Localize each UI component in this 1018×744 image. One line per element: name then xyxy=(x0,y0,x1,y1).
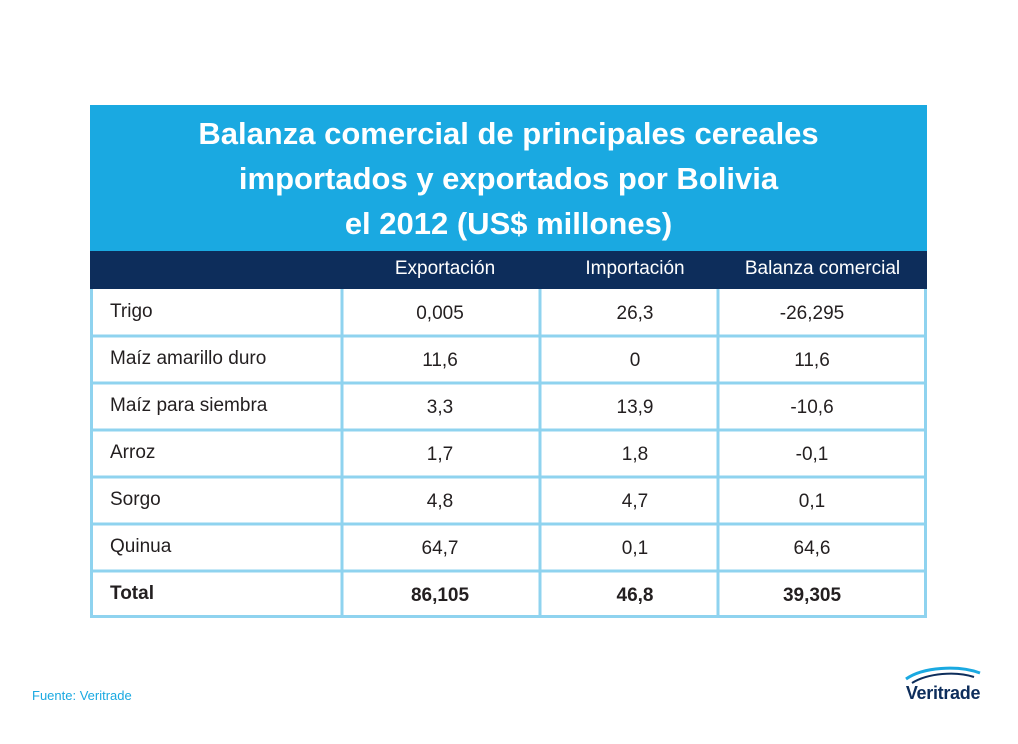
table-cell: 0 xyxy=(629,349,641,371)
row-label: Quinua xyxy=(110,535,172,557)
row-label: Maíz para siembra xyxy=(110,394,268,416)
table-cell: 0,1 xyxy=(798,490,826,512)
table-title: Balanza comercial de principales cereale… xyxy=(198,115,819,241)
data-table: Trigo 0,005 26,3 -26,295 Maíz amarillo duro 1… xyxy=(90,289,927,618)
column-header-importacion: Importación xyxy=(585,258,685,279)
veritrade-swoosh-icon xyxy=(905,666,981,684)
table-cell: 26,3 xyxy=(616,302,654,324)
logo-text: Veritrade xyxy=(905,683,981,703)
table-cell: 0,005 xyxy=(416,302,464,324)
table-cell: 1,8 xyxy=(621,443,649,465)
table-cell: 86,105 xyxy=(410,584,470,606)
table-cell: 11,6 xyxy=(794,349,830,371)
table-cell: 46,8 xyxy=(616,584,654,606)
table-cell: 64,7 xyxy=(421,537,459,559)
table-cell: 0,1 xyxy=(621,537,649,559)
table-cell: -10,6 xyxy=(790,396,834,418)
row-label: Trigo xyxy=(110,300,153,322)
row-label: Total xyxy=(110,582,154,604)
table-cell: -0,1 xyxy=(795,443,829,465)
table-cell: 4,8 xyxy=(426,490,454,512)
table-cell: 64,6 xyxy=(793,537,831,559)
column-header-exportacion: Exportación xyxy=(394,258,496,279)
table-cell: 3,3 xyxy=(426,396,454,418)
column-header-balanza: Balanza comercial xyxy=(744,258,901,279)
table-cell: 39,305 xyxy=(782,584,842,606)
row-label: Maíz amarillo duro xyxy=(110,347,267,369)
table-cell: 4,7 xyxy=(621,490,649,512)
veritrade-logo: Veritrade xyxy=(898,665,988,715)
table-cell: -26,295 xyxy=(779,302,845,324)
table-cell: 13,9 xyxy=(616,396,654,418)
table-cell: 1,7 xyxy=(426,443,454,465)
row-label: Sorgo xyxy=(110,488,161,510)
table-grid-lines xyxy=(90,289,927,618)
table-title-banner: Balanza comercial de principales cereale… xyxy=(90,105,927,251)
table-cell: 11,6 xyxy=(422,349,458,371)
row-label: Arroz xyxy=(110,441,156,463)
source-note: Fuente: Veritrade xyxy=(32,688,132,703)
column-header-band: Exportación Importación Balanza comercia… xyxy=(90,251,927,289)
